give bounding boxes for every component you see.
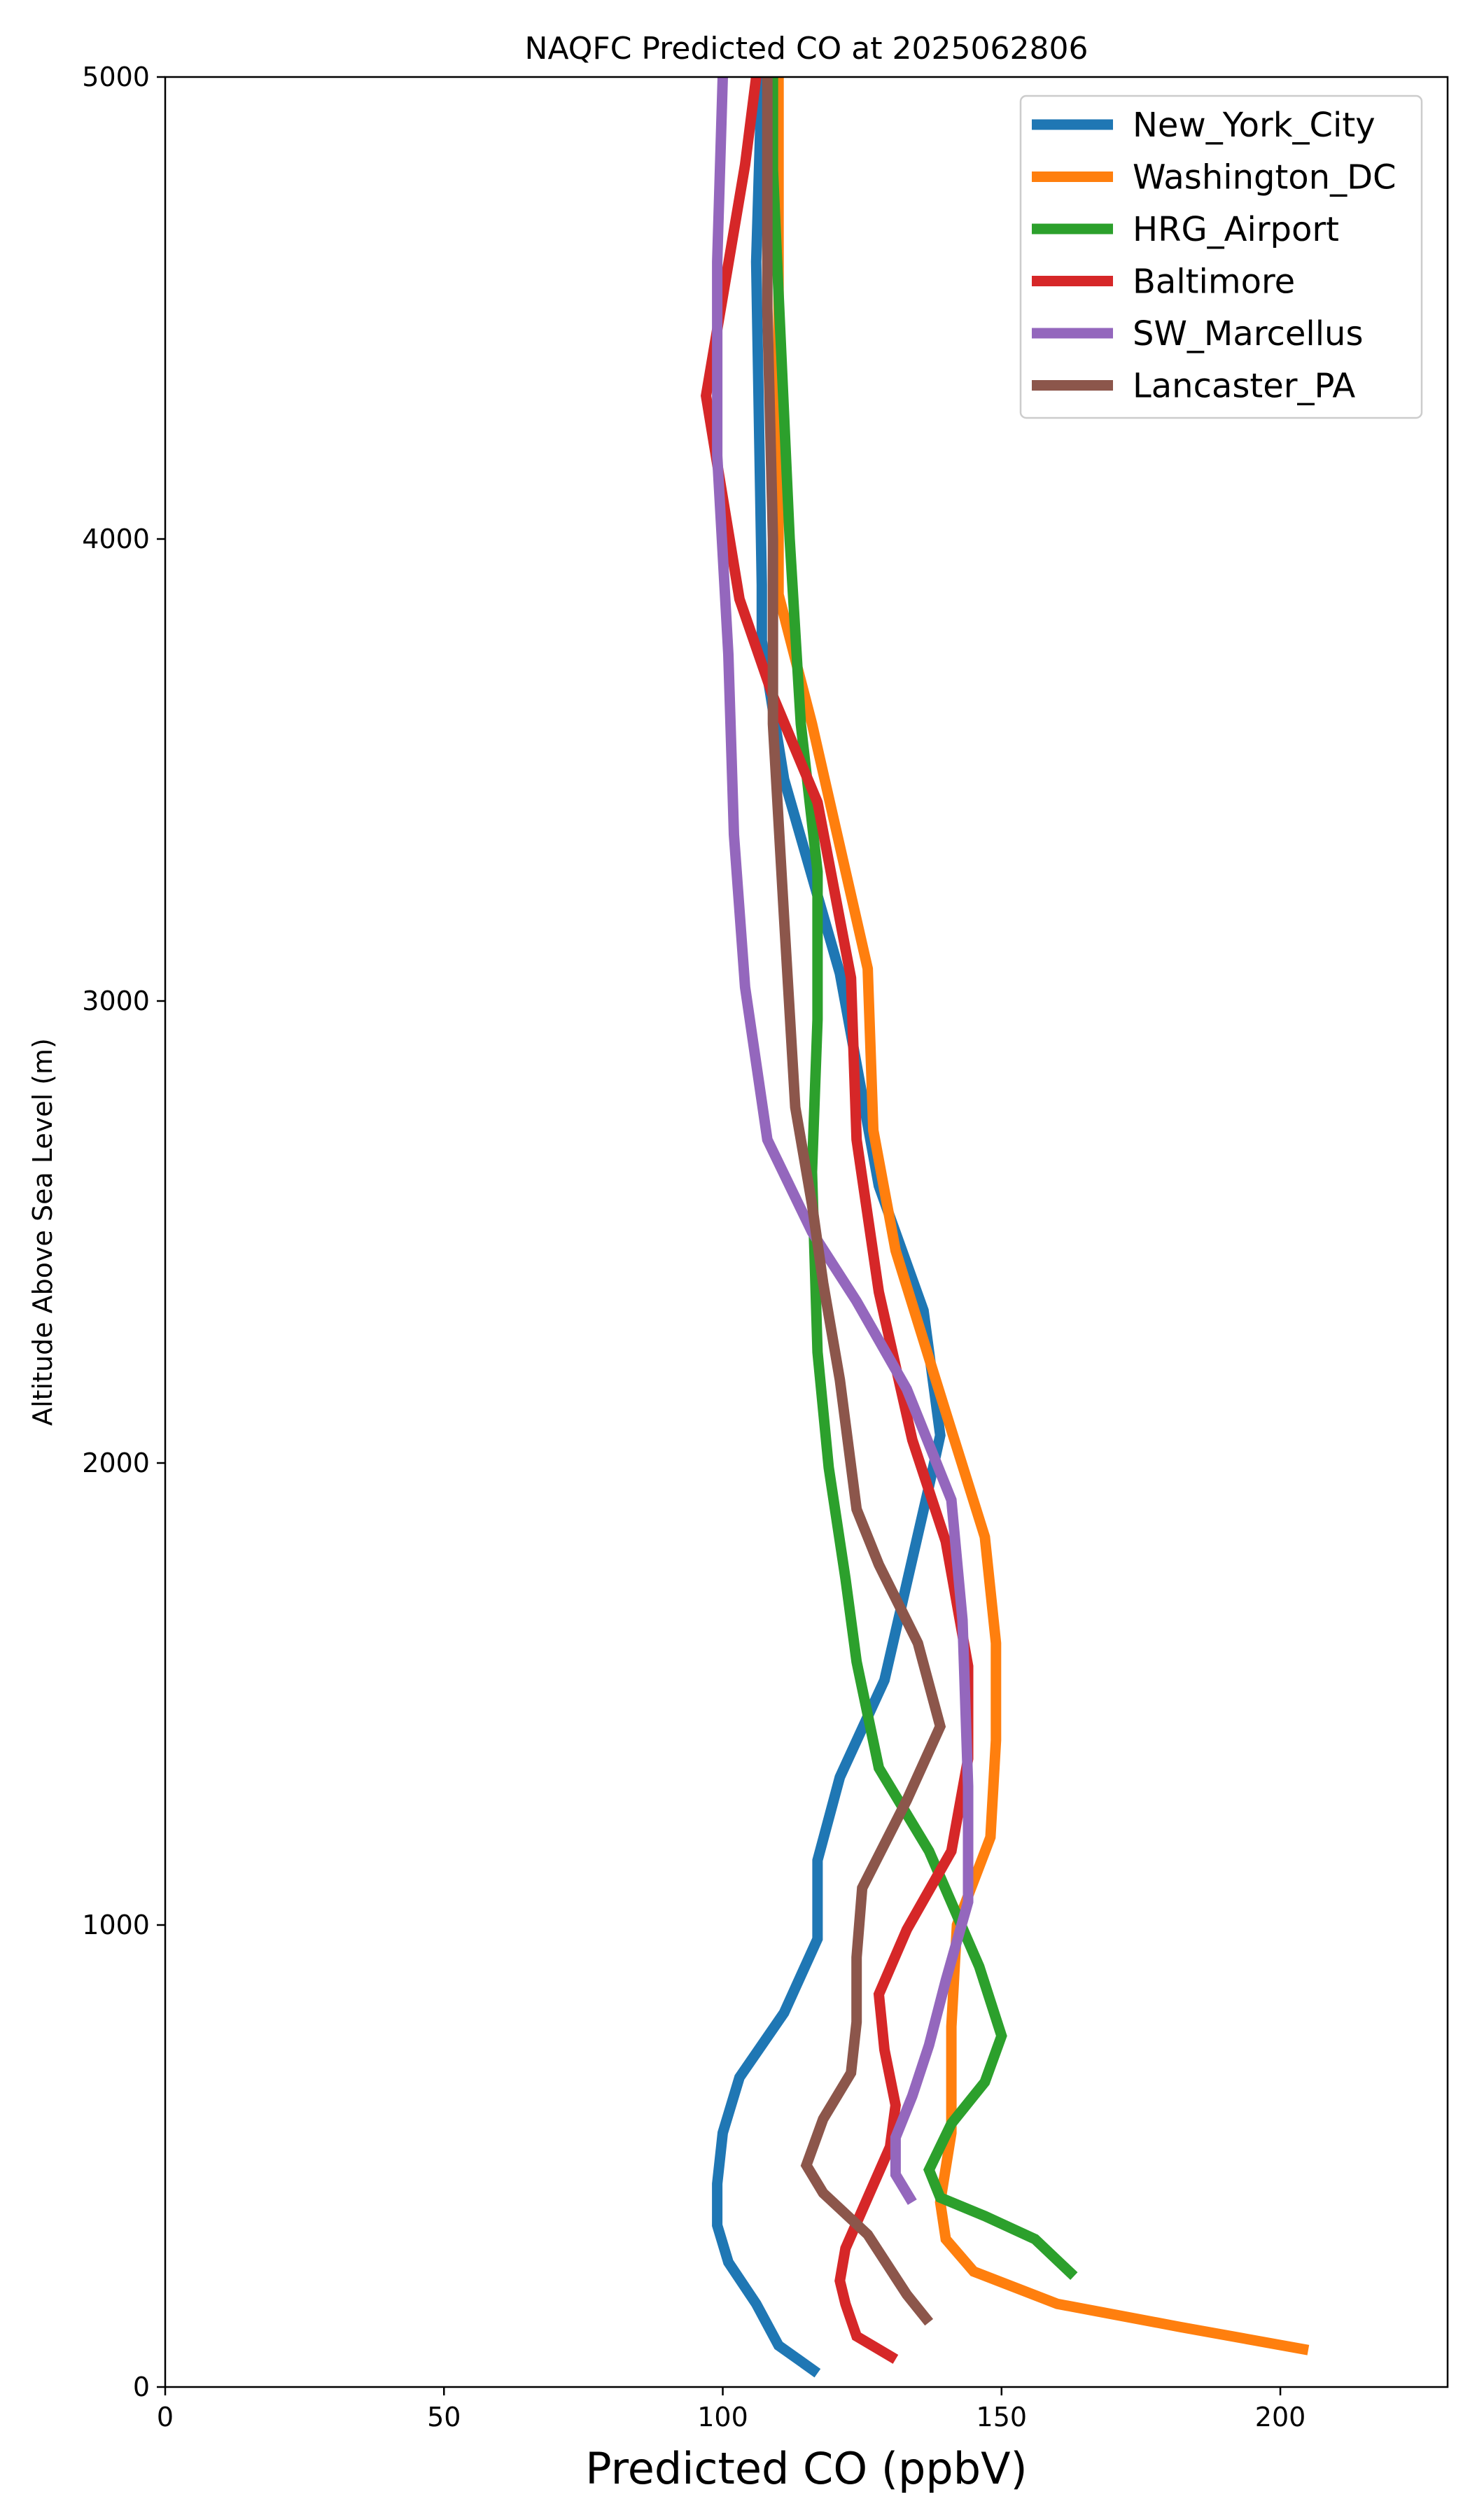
series-line-hrg-airport (767, 77, 1078, 2281)
y-tick-label: 1000 (82, 1910, 150, 1940)
legend-frame (1019, 94, 1423, 419)
series-line-washington-dc (773, 77, 1310, 2356)
y-tick-label: 2000 (82, 1448, 150, 1478)
x-axis-ticks: 0 50 100 150 200 (157, 2387, 1306, 2432)
plot-frame (164, 76, 1449, 2388)
y-tick-label: 0 (133, 2372, 150, 2402)
legend-label: HRG_Airport (1133, 210, 1339, 249)
chart-title: NAQFC Predicted CO at 2025062806 (525, 31, 1088, 66)
series-line-baltimore (700, 76, 974, 2364)
legend: New_York_City Washington_DC HRG_Airport Bal… (1019, 94, 1423, 419)
x-tick-label: 50 (427, 2402, 461, 2432)
series-line-lancaster-pa (762, 77, 946, 2326)
series-line-new-york-city (712, 76, 946, 2378)
y-tick-label: 5000 (82, 62, 150, 92)
legend-label: Washington_DC (1133, 158, 1396, 197)
x-axis-label: Predicted CO (ppbV) (585, 2443, 1027, 2494)
x-tick-label: 150 (976, 2402, 1028, 2432)
legend-label: SW_Marcellus (1133, 314, 1363, 354)
y-tick-label: 3000 (82, 986, 150, 1016)
y-axis-label: Altitude Above Sea Level (m) (27, 1038, 58, 1426)
legend-label: New_York_City (1133, 106, 1376, 145)
x-tick-label: 0 (157, 2402, 174, 2432)
y-axis-ticks: 0 1000 2000 3000 4000 5000 (82, 62, 165, 2402)
series-lines (700, 76, 1310, 2378)
x-tick-label: 200 (1255, 2402, 1306, 2432)
legend-label: Lancaster_PA (1133, 367, 1355, 406)
y-tick-label: 4000 (82, 524, 150, 554)
x-tick-label: 100 (697, 2402, 748, 2432)
series-line-sw-marcellus (712, 76, 974, 2205)
legend-entries: New_York_City Washington_DC HRG_Airport Bal… (1032, 106, 1396, 406)
legend-label: Baltimore (1133, 262, 1295, 302)
